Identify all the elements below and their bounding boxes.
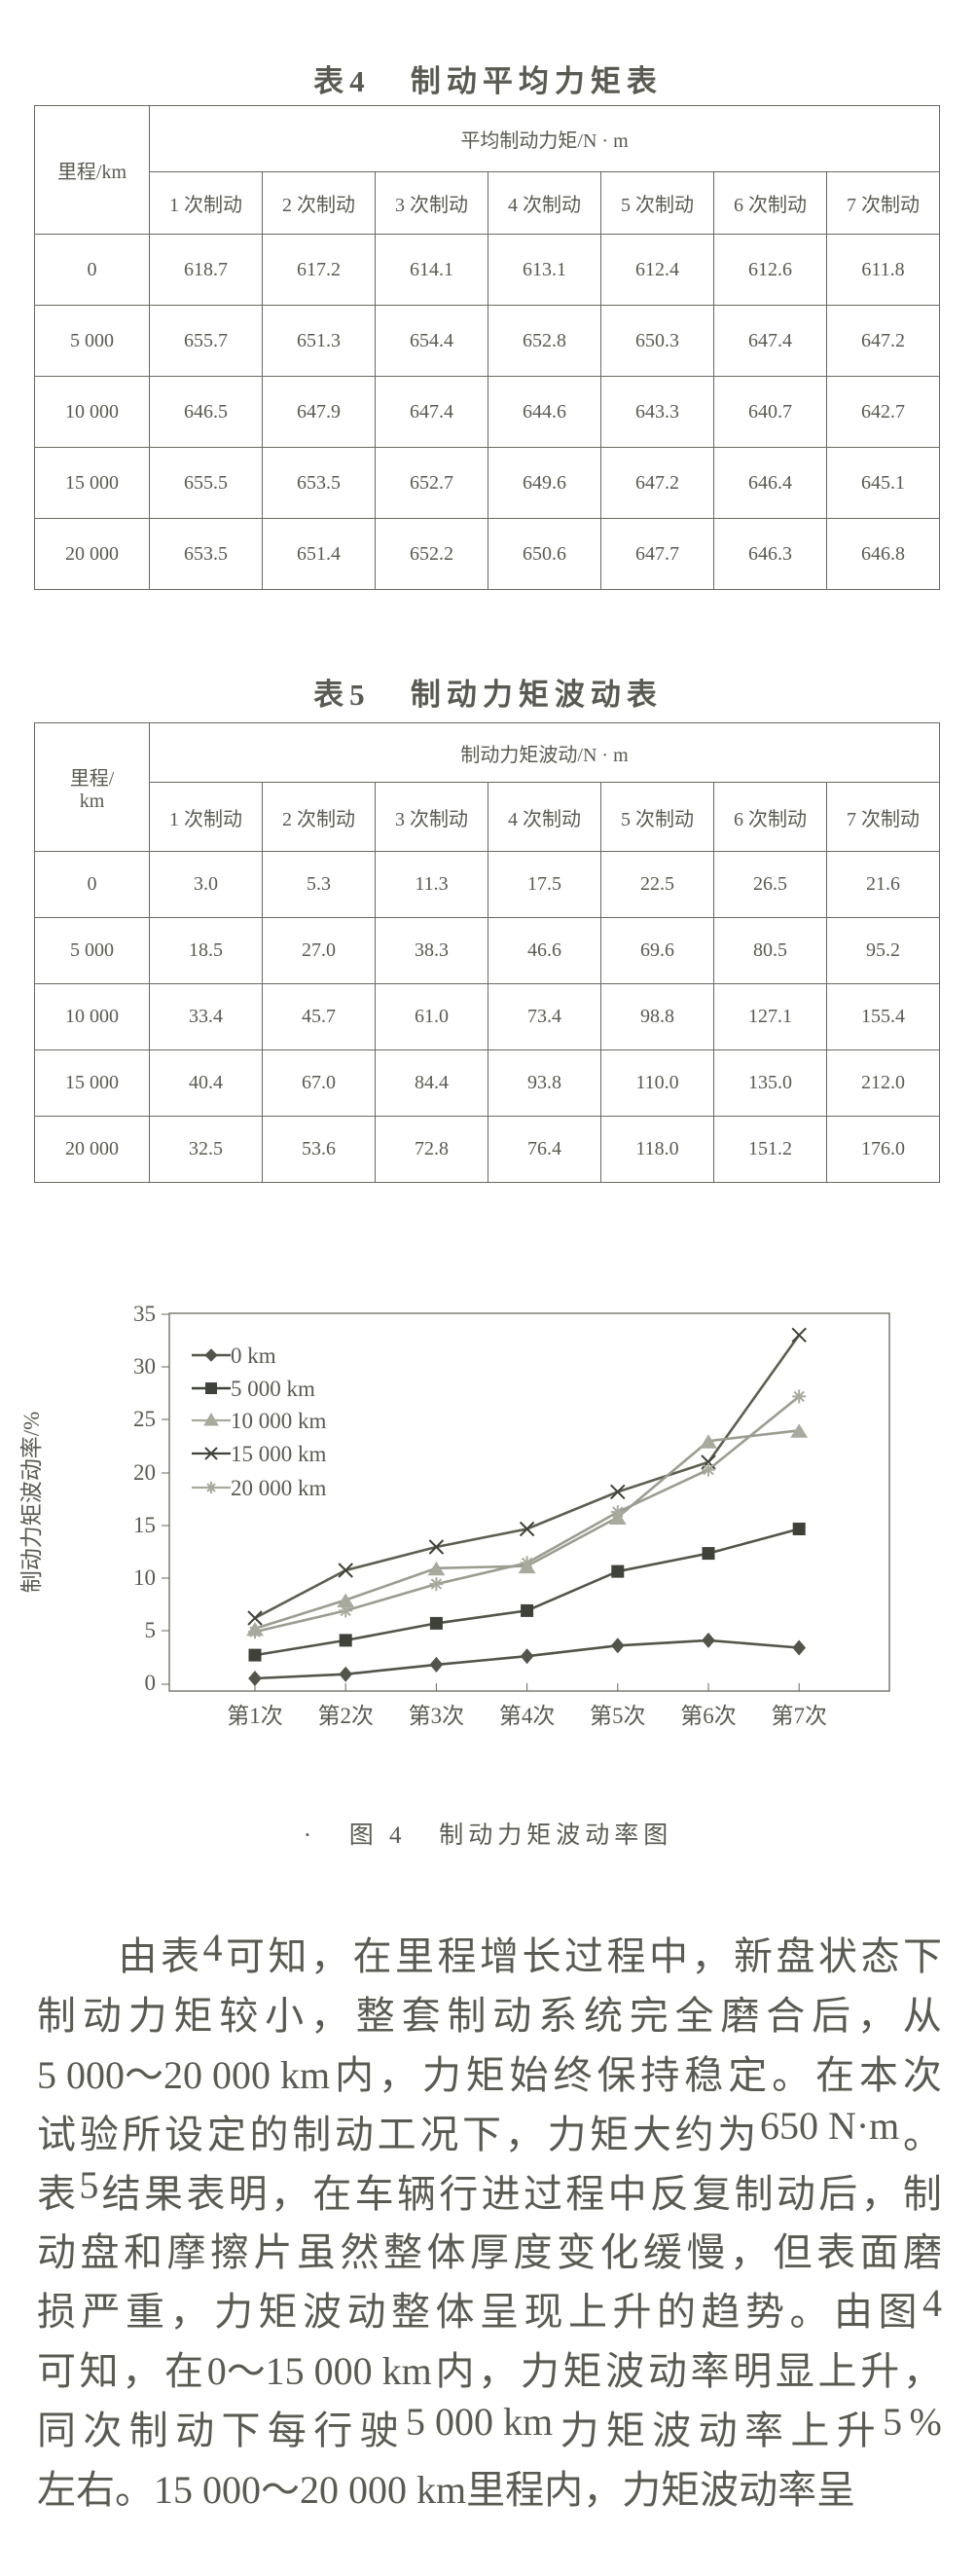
svg-text:5 000 km: 5 000 km — [231, 1377, 315, 1401]
svg-text:15: 15 — [133, 1513, 156, 1537]
svg-text:35: 35 — [133, 1302, 156, 1326]
svg-text:20: 20 — [133, 1460, 156, 1485]
svg-text:第2次: 第2次 — [317, 1704, 374, 1728]
svg-text:0 km: 0 km — [231, 1343, 276, 1368]
svg-text:第4次: 第4次 — [499, 1704, 556, 1728]
svg-text:第3次: 第3次 — [409, 1704, 465, 1728]
svg-text:第7次: 第7次 — [771, 1704, 827, 1728]
svg-text:30: 30 — [133, 1354, 156, 1379]
svg-text:10: 10 — [133, 1565, 156, 1590]
svg-text:0: 0 — [145, 1671, 157, 1695]
svg-text:第5次: 第5次 — [590, 1704, 646, 1728]
svg-text:第1次: 第1次 — [227, 1704, 283, 1728]
svg-text:20 000 km: 20 000 km — [231, 1476, 327, 1500]
svg-text:10 000 km: 10 000 km — [231, 1409, 327, 1433]
svg-text:25: 25 — [133, 1407, 156, 1431]
svg-text:5: 5 — [145, 1618, 157, 1642]
svg-text:第6次: 第6次 — [680, 1704, 737, 1728]
svg-text:制动力矩波动率/%: 制动力矩波动率/% — [19, 1412, 44, 1594]
svg-text:15 000 km: 15 000 km — [231, 1442, 327, 1466]
